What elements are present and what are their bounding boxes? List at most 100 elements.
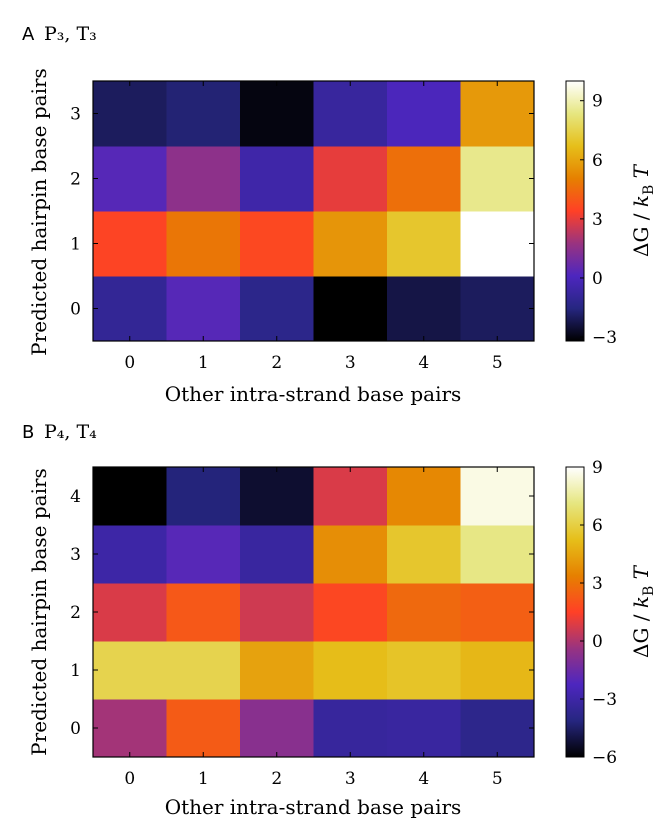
panel-a-y-tick-label: 3 [70,105,81,125]
panel-b-cell-y1-x1 [166,641,241,700]
panel-a-cell-y3-x5 [460,81,535,147]
panel-b-cell-y4-x3 [313,467,388,526]
panel-a-x-tick-label: 0 [124,353,135,373]
panel-a-cell-y1-x5 [460,211,535,277]
panel-b-cell-y0-x3 [313,699,388,758]
panel-a-cell-y1-x3 [313,211,388,277]
panel-a-cell-y3-x1 [166,81,241,147]
panel-a-x-tick-label: 2 [271,353,282,373]
panel-b-cell-y1-x2 [240,641,314,700]
panel-b-cell-y0-x2 [240,699,314,758]
panel-b-cell-y2-x2 [240,583,314,642]
panel-a-x-tick-label: 3 [345,353,356,373]
panel-b-colorbar-tick-label: −3 [592,690,617,710]
panel-b-x-tick-label: 3 [345,769,356,789]
panel-b-cell-y2-x5 [460,583,535,642]
panel-b-colorbar-label: ΔG / kB T [629,564,657,658]
panel-a-y-tick-label: 0 [70,300,81,320]
panel-b-colorbar-tick-label: 9 [592,458,603,478]
panel-a-cell-y3-x3 [313,81,388,147]
panel-a-cell-y2-x5 [460,146,535,212]
panel-b-cell-y4-x4 [387,467,461,526]
panel-b-colorbar-tick-label: 6 [592,516,603,536]
panel-b-cell-y4-x2 [240,467,314,526]
panel-b-x-tick-label: 5 [492,769,503,789]
panel-a-cell-y3-x0 [93,81,167,147]
panel-a-x-tick-label: 1 [198,353,209,373]
panel-b-cell-y3-x5 [460,525,535,584]
panel-a-colorbar-tick-label: 0 [592,269,603,289]
panel-a-y-tick-label: 2 [70,170,81,190]
panel-a-cell-y3-x4 [387,81,461,147]
panel-b-colorbar-tick-label: 3 [592,574,603,594]
panel-b-x-label: Other intra-strand base pairs [165,795,462,819]
panel-b-cell-y1-x0 [93,641,167,700]
panel-b-x-tick-label: 0 [124,769,135,789]
panel-a-x-tick-label: 5 [492,353,503,373]
panel-a-cell-y2-x0 [93,146,167,212]
panel-a-colorbar-ticks: −3 0 3 6 9 [580,92,617,348]
panel-b-y-tick-label: 1 [70,661,81,681]
panel-a-cell-y1-x0 [93,211,167,277]
panel-b-cell-y0-x4 [387,699,461,758]
panel-b-cell-y3-x2 [240,525,314,584]
panel-b-cell-y3-x1 [166,525,241,584]
panel-a-cell-y1-x1 [166,211,241,277]
panel-b-cell-y4-x1 [166,467,241,526]
panel-b-colorbar [565,466,585,758]
panel-a-cell-y0-x5 [460,276,535,342]
panel-b-cell-y4-x0 [93,467,167,526]
panel-b-x-tick-label: 4 [418,769,429,789]
panel-b-cell-y4-x5 [460,467,535,526]
panel-b-cell-y0-x1 [166,699,241,758]
panel-b-heatmap [93,467,535,758]
panel-a-cell-y0-x4 [387,276,461,342]
panel-b-colorbar-ticks: −6 −3 0 3 6 9 [580,458,617,768]
panel-b-y-tick-label: 4 [70,487,81,507]
panel-b-y-tick-label: 3 [70,545,81,565]
panel-a-title: P₃, T₃ [44,23,97,45]
panel-b-letter: B [22,422,34,443]
panel-a-heatmap [93,81,535,342]
panel-b-colorbar-tick-label: −6 [592,748,617,768]
panel-b-y-tick-label: 0 [70,719,81,739]
panel-b-y-ticks: 0 1 2 3 4 [70,487,534,739]
panel-b: B P₄, T₄ 0 1 2 3 4 5 0 1 2 3 4 Other intra-strand… [22,421,657,819]
panel-b-y-label: Predicted hairpin base pairs [27,468,51,756]
panel-a-y-tick-label: 1 [70,235,81,255]
panel-b-cell-y2-x3 [313,583,388,642]
panel-b-x-ticks: 0 1 2 3 4 5 [124,467,503,789]
panel-b-cell-y2-x0 [93,583,167,642]
panel-a: A P₃, T₃ 0 1 2 3 4 5 0 1 2 3 Other intra-strand … [22,23,657,406]
panel-a-colorbar-tick-label: −3 [592,328,617,348]
panel-b-cell-y2-x1 [166,583,241,642]
panel-a-plot-frame [92,80,535,342]
panel-a-cell-y2-x4 [387,146,461,212]
panel-a-cell-y3-x2 [240,81,314,147]
panel-a-cell-y2-x3 [313,146,388,212]
panel-a-cell-y2-x2 [240,146,314,212]
panel-a-y-label: Predicted hairpin base pairs [27,68,51,356]
panel-b-cell-y3-x0 [93,525,167,584]
panel-b-cell-y1-x3 [313,641,388,700]
panel-b-title: P₄, T₄ [44,421,97,443]
panel-a-x-label: Other intra-strand base pairs [165,382,462,406]
panel-a-cell-y1-x4 [387,211,461,277]
panel-a-x-ticks: 0 1 2 3 4 5 [124,81,503,373]
panel-a-cell-y1-x2 [240,211,314,277]
panel-b-cell-y1-x4 [387,641,461,700]
panel-a-cell-y0-x3 [313,276,388,342]
panel-b-x-tick-label: 1 [198,769,209,789]
panel-b-y-tick-label: 2 [70,603,81,623]
panel-a-letter: A [22,24,35,45]
panel-b-colorbar-tick-label: 0 [592,632,603,652]
panel-a-y-ticks: 0 1 2 3 [70,105,534,320]
panel-a-colorbar [565,80,585,342]
panel-a-cell-y2-x1 [166,146,241,212]
panel-b-cell-y3-x4 [387,525,461,584]
panel-a-x-tick-label: 4 [418,353,429,373]
panel-b-x-tick-label: 2 [271,769,282,789]
panel-a-colorbar-tick-label: 3 [592,210,603,230]
panel-a-colorbar-tick-label: 9 [592,92,603,112]
